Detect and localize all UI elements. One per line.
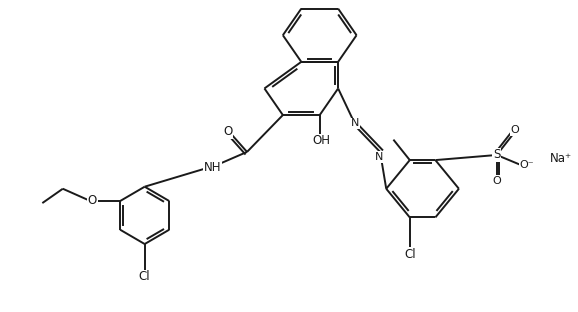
Text: O: O <box>223 125 232 138</box>
Text: O⁻: O⁻ <box>519 160 533 170</box>
Text: O: O <box>492 176 501 186</box>
Text: Cl: Cl <box>139 270 150 283</box>
Text: O: O <box>511 125 520 135</box>
Text: Cl: Cl <box>404 248 416 261</box>
Text: N: N <box>351 118 360 128</box>
Text: NH: NH <box>203 161 221 174</box>
Text: OH: OH <box>313 134 331 147</box>
Text: O: O <box>88 193 97 207</box>
Text: Na⁺: Na⁺ <box>550 152 572 164</box>
Text: S: S <box>493 149 501 162</box>
Text: N: N <box>375 152 383 162</box>
